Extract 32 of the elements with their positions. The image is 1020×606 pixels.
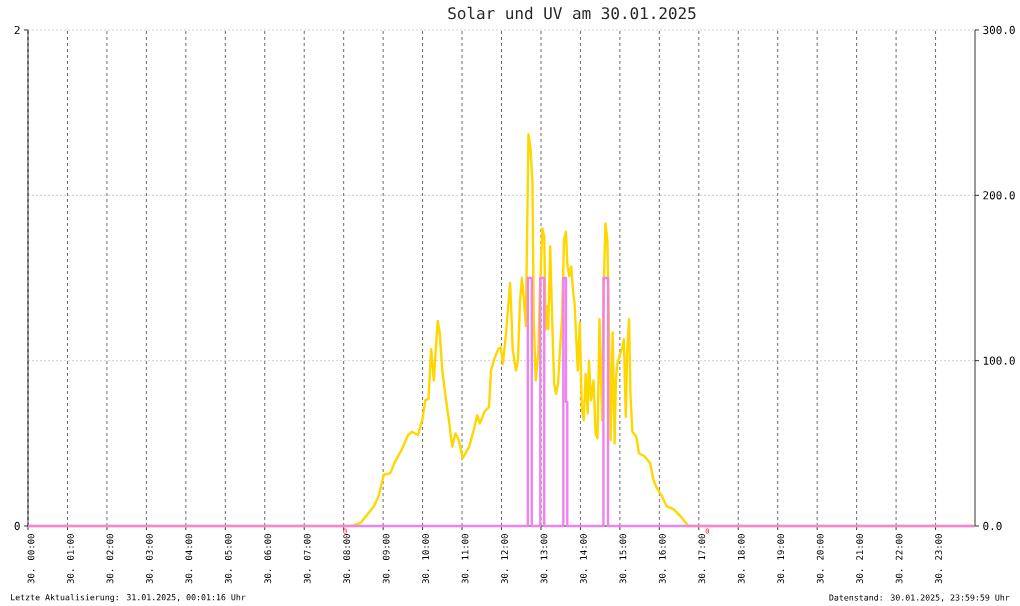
x-tick-label: 30. 22:00 bbox=[895, 534, 903, 584]
y-tick-label: 2 bbox=[14, 25, 20, 35]
x-tick-label: 30. 13:00 bbox=[540, 534, 548, 584]
x-tick-label: 30. 11:00 bbox=[461, 534, 469, 584]
x-tick-label: 30. 03:00 bbox=[145, 534, 153, 584]
chart-title: Solar und UV am 30.01.2025 bbox=[448, 6, 696, 20]
y2-tick-label: 0.0 bbox=[983, 521, 1002, 531]
x-tick-label: 30. 14:00 bbox=[580, 534, 587, 584]
x-tick-label: 30. 20:00 bbox=[816, 534, 824, 584]
y2-tick-label: 100.0 bbox=[983, 356, 1015, 365]
x-tick-label: 30. 07:00 bbox=[303, 534, 311, 584]
x-tick-label: 30. 01:00 bbox=[67, 534, 74, 584]
x-tick-label: 30. 17:00 bbox=[698, 534, 706, 584]
x-tick-label: 30. 21:00 bbox=[856, 534, 864, 584]
x-tick-label: 30. 08:00 bbox=[343, 534, 351, 584]
text: Datenstand: 30.01.2025, 23:59:59 Uhr bbox=[829, 594, 1010, 602]
x-tick-label: 30. 02:00 bbox=[106, 534, 114, 584]
y2-tick-label: 300.0 bbox=[983, 25, 1015, 35]
x-tick-label: 30. 04:00 bbox=[185, 534, 193, 584]
x-tick-label: 30. 15:00 bbox=[619, 534, 627, 584]
x-tick-label: 30. 19:00 bbox=[777, 534, 785, 584]
x-tick-label: 30. 16:00 bbox=[658, 534, 666, 584]
x-tick-label: 30. 23:00 bbox=[935, 534, 942, 584]
y2-tick-label: 200.0 bbox=[983, 191, 1015, 200]
x-tick-label: 30. 05:00 bbox=[224, 534, 232, 584]
x-tick-label: 30. 06:00 bbox=[264, 534, 272, 584]
x-tick-label: 30. 00:00 bbox=[27, 534, 35, 584]
x-tick-label: 30. 10:00 bbox=[422, 534, 429, 584]
x-tick-label: 30. 18:00 bbox=[737, 534, 745, 584]
x-tick-label: 30. 09:00 bbox=[382, 534, 390, 584]
text: Letzte Aktualisierung: 31.01.2025, 00:01:16 Uhr bbox=[11, 593, 246, 603]
x-tick-label: 30. 12:00 bbox=[501, 534, 508, 584]
